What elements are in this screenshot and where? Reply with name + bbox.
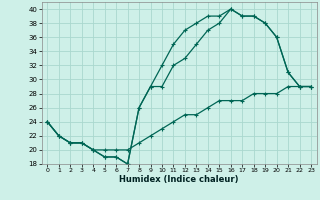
- X-axis label: Humidex (Indice chaleur): Humidex (Indice chaleur): [119, 175, 239, 184]
